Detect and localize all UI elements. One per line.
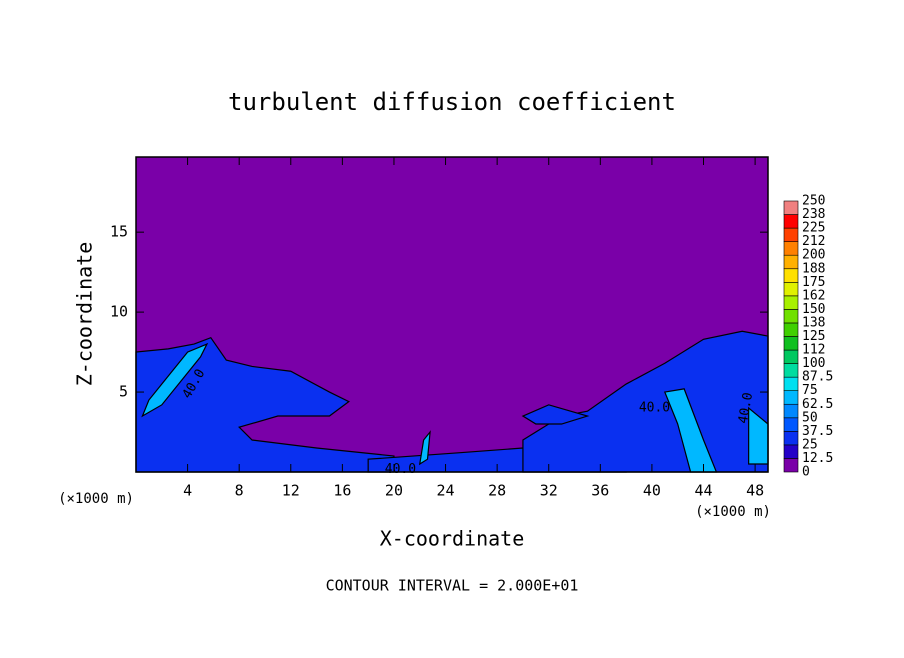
colorbar-swatch xyxy=(783,281,799,297)
colorbar-label: 87.5 xyxy=(802,370,833,385)
colorbar-label: 12.5 xyxy=(802,451,833,466)
y-axis-label: Z-coordinate xyxy=(73,242,97,387)
colorbar-swatch xyxy=(783,431,799,446)
field-region xyxy=(418,430,431,466)
colorbar-swatch xyxy=(783,417,799,432)
colorbar-swatch xyxy=(783,458,799,473)
colorbar-swatch xyxy=(783,336,799,351)
colorbar-swatch xyxy=(783,376,799,391)
colorbar-swatch xyxy=(783,444,799,459)
x-tick-label: 40 xyxy=(643,482,661,500)
x-tick-label: 4 xyxy=(183,482,192,500)
contour-label: 40.0 xyxy=(736,391,756,424)
colorbar-swatch xyxy=(783,309,799,324)
x-unit: (×1000 m) xyxy=(695,504,771,520)
colorbar-swatch xyxy=(783,403,799,419)
colorbar-label: 125 xyxy=(802,329,825,344)
footnote: CONTOUR INTERVAL = 2.000E+01 xyxy=(326,577,579,595)
x-tick-label: 36 xyxy=(591,482,609,500)
x-tick-label: 24 xyxy=(437,482,455,500)
y-tick-label: 15 xyxy=(110,223,128,241)
x-tick-label: 32 xyxy=(540,482,558,500)
colorbar-swatch xyxy=(783,241,799,256)
colorbar-label: 25 xyxy=(802,437,818,452)
colorbar-label: 62.5 xyxy=(802,397,833,412)
x-axis-label: X-coordinate xyxy=(380,527,525,551)
colorbar-swatch xyxy=(783,363,799,378)
field-region xyxy=(521,404,590,425)
contour-label: 40.0 xyxy=(385,462,416,477)
colorbar-swatch xyxy=(783,295,799,310)
colorbar-label: 75 xyxy=(802,383,818,398)
colorbar-swatch xyxy=(783,349,799,364)
contour-label: 40.0 xyxy=(639,401,670,416)
field-region xyxy=(135,336,395,473)
colorbar-label: 0 xyxy=(802,465,810,480)
colorbar-label: 37.5 xyxy=(802,424,833,439)
x-tick-label: 16 xyxy=(333,482,351,500)
colorbar-label: 225 xyxy=(802,221,825,236)
colorbar-swatch xyxy=(783,322,799,337)
colorbar-label: 175 xyxy=(802,275,825,290)
colorbar-label: 150 xyxy=(802,302,825,317)
colorbar-label: 250 xyxy=(802,194,825,209)
colorbar-swatch xyxy=(783,200,799,215)
colorbar-label: 188 xyxy=(802,261,825,276)
x-tick-label: 28 xyxy=(488,482,506,500)
colorbar-label: 138 xyxy=(802,315,825,330)
colorbar-label: 100 xyxy=(802,356,825,371)
colorbar-label: 162 xyxy=(802,288,825,303)
colorbar-swatch xyxy=(783,390,799,405)
plot-frame xyxy=(135,156,769,473)
chart-title: turbulent diffusion coefficient xyxy=(228,88,676,116)
x-tick-label: 44 xyxy=(694,482,712,500)
colorbar-swatch xyxy=(783,254,799,270)
colorbar-label: 50 xyxy=(802,410,818,425)
colorbar-label: 200 xyxy=(802,248,825,263)
x-tick-label: 20 xyxy=(385,482,403,500)
x-unit: (×1000 m) xyxy=(58,491,134,507)
y-tick-label: 5 xyxy=(119,383,128,401)
colorbar-label: 112 xyxy=(802,343,825,358)
colorbar-label: 212 xyxy=(802,234,825,249)
x-tick-label: 12 xyxy=(282,482,300,500)
colorbar-label: 238 xyxy=(802,207,825,222)
x-tick-label: 48 xyxy=(746,482,764,500)
colorbar-swatch xyxy=(783,214,799,229)
field-region xyxy=(141,342,209,418)
colorbar-swatch xyxy=(783,227,799,242)
x-tick-label: 8 xyxy=(235,482,244,500)
colorbar-swatch xyxy=(783,268,799,283)
y-tick-label: 10 xyxy=(110,303,128,321)
